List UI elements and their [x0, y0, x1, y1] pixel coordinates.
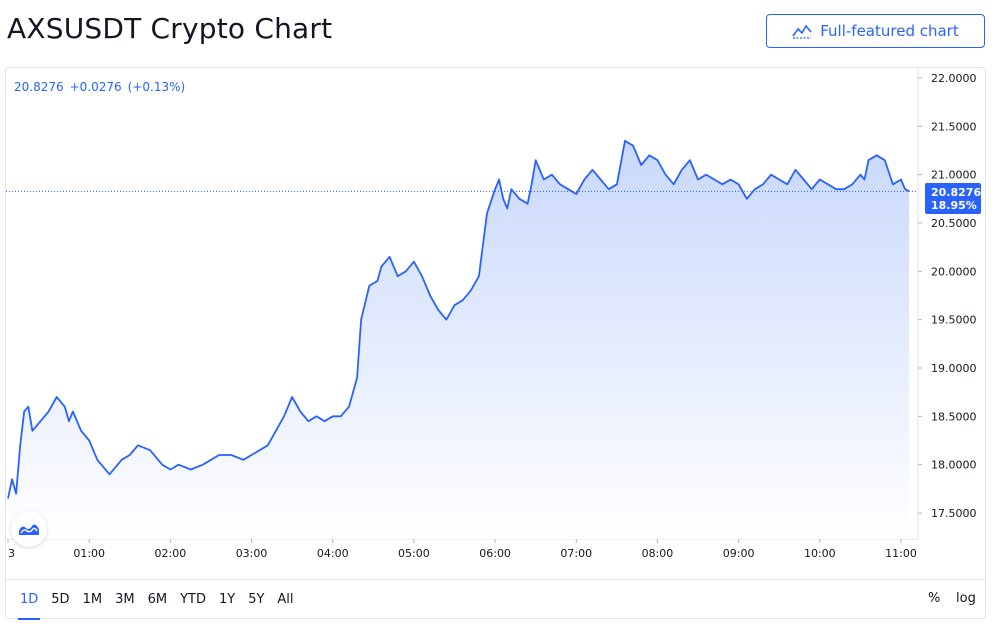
x-tick-label: 09:00 — [723, 547, 755, 560]
range-buttons: 1D 5D 1M 3M 6M YTD 1Y 5Y All — [15, 580, 302, 620]
full-featured-chart-button[interactable]: Full-featured chart — [766, 14, 985, 48]
x-tick-label: 11:00 — [885, 547, 917, 560]
y-tick-label: 18.0000 — [931, 459, 977, 472]
page-title: AXSUSDT Crypto Chart — [7, 12, 333, 45]
log-scale-toggle[interactable]: log — [956, 591, 976, 606]
y-tick-label: 21.0000 — [931, 169, 977, 182]
chart-legend: 20.8276 +0.0276 (+0.13%) — [14, 80, 191, 94]
x-tick-label: 07:00 — [560, 547, 592, 560]
price-area-fill — [8, 140, 910, 540]
range-button-5d[interactable]: 5D — [51, 591, 70, 607]
y-tick-label: 22.0000 — [931, 72, 977, 85]
x-tick-label: 05:00 — [398, 547, 430, 560]
x-tick-label: 06:00 — [479, 547, 511, 560]
price-line — [7, 139, 910, 499]
full-featured-chart-label: Full-featured chart — [820, 22, 959, 40]
chart-panel[interactable]: 22.0000 21.5000 21.0000 20.5000 20.0000 19.50… — [5, 67, 986, 620]
x-tick-label: 08:00 — [642, 547, 674, 560]
x-tick-label: 02:00 — [155, 547, 187, 560]
range-button-1d[interactable]: 1D — [15, 588, 43, 620]
percent-scale-toggle[interactable]: % — [928, 591, 941, 606]
tradingview-logo-icon[interactable] — [11, 511, 47, 547]
last-price-percent: 18.95% — [931, 199, 977, 212]
legend-price: 20.8276 — [14, 80, 64, 94]
range-button-5y[interactable]: 5Y — [248, 591, 265, 607]
y-tick-label: 20.0000 — [931, 265, 977, 278]
legend-change-percent: (+0.13%) — [127, 80, 186, 94]
y-tick-label: 21.5000 — [931, 120, 977, 133]
y-tick-label: 19.5000 — [931, 314, 977, 327]
y-tick-label: 20.5000 — [931, 217, 977, 230]
y-tick-label: 19.0000 — [931, 362, 977, 375]
range-button-1m[interactable]: 1M — [82, 591, 103, 607]
chart-line-icon — [792, 23, 812, 39]
x-tick-label: 04:00 — [317, 547, 349, 560]
range-button-3m[interactable]: 3M — [115, 591, 135, 607]
price-chart[interactable]: 22.0000 21.5000 21.0000 20.5000 20.0000 19.50… — [6, 68, 985, 578]
x-tick-label: 03:00 — [236, 547, 268, 560]
last-price-tag: 20.8276 18.95% — [925, 183, 981, 214]
range-button-6m[interactable]: 6M — [147, 591, 168, 607]
range-button-1y[interactable]: 1Y — [218, 591, 236, 607]
range-button-all[interactable]: All — [277, 591, 294, 607]
range-button-ytd[interactable]: YTD — [180, 591, 206, 607]
x-tick-label: 01:00 — [73, 547, 105, 560]
x-tick-label: 10:00 — [804, 547, 836, 560]
x-tick-label: 3 — [8, 547, 15, 560]
legend-change: +0.0276 — [69, 80, 122, 94]
y-tick-label: 18.5000 — [931, 410, 977, 423]
range-toolbar: 1D 5D 1M 3M 6M YTD 1Y 5Y All % log — [6, 579, 985, 620]
y-tick-label: 17.5000 — [931, 507, 977, 520]
last-price-value: 20.8276 — [931, 186, 982, 199]
